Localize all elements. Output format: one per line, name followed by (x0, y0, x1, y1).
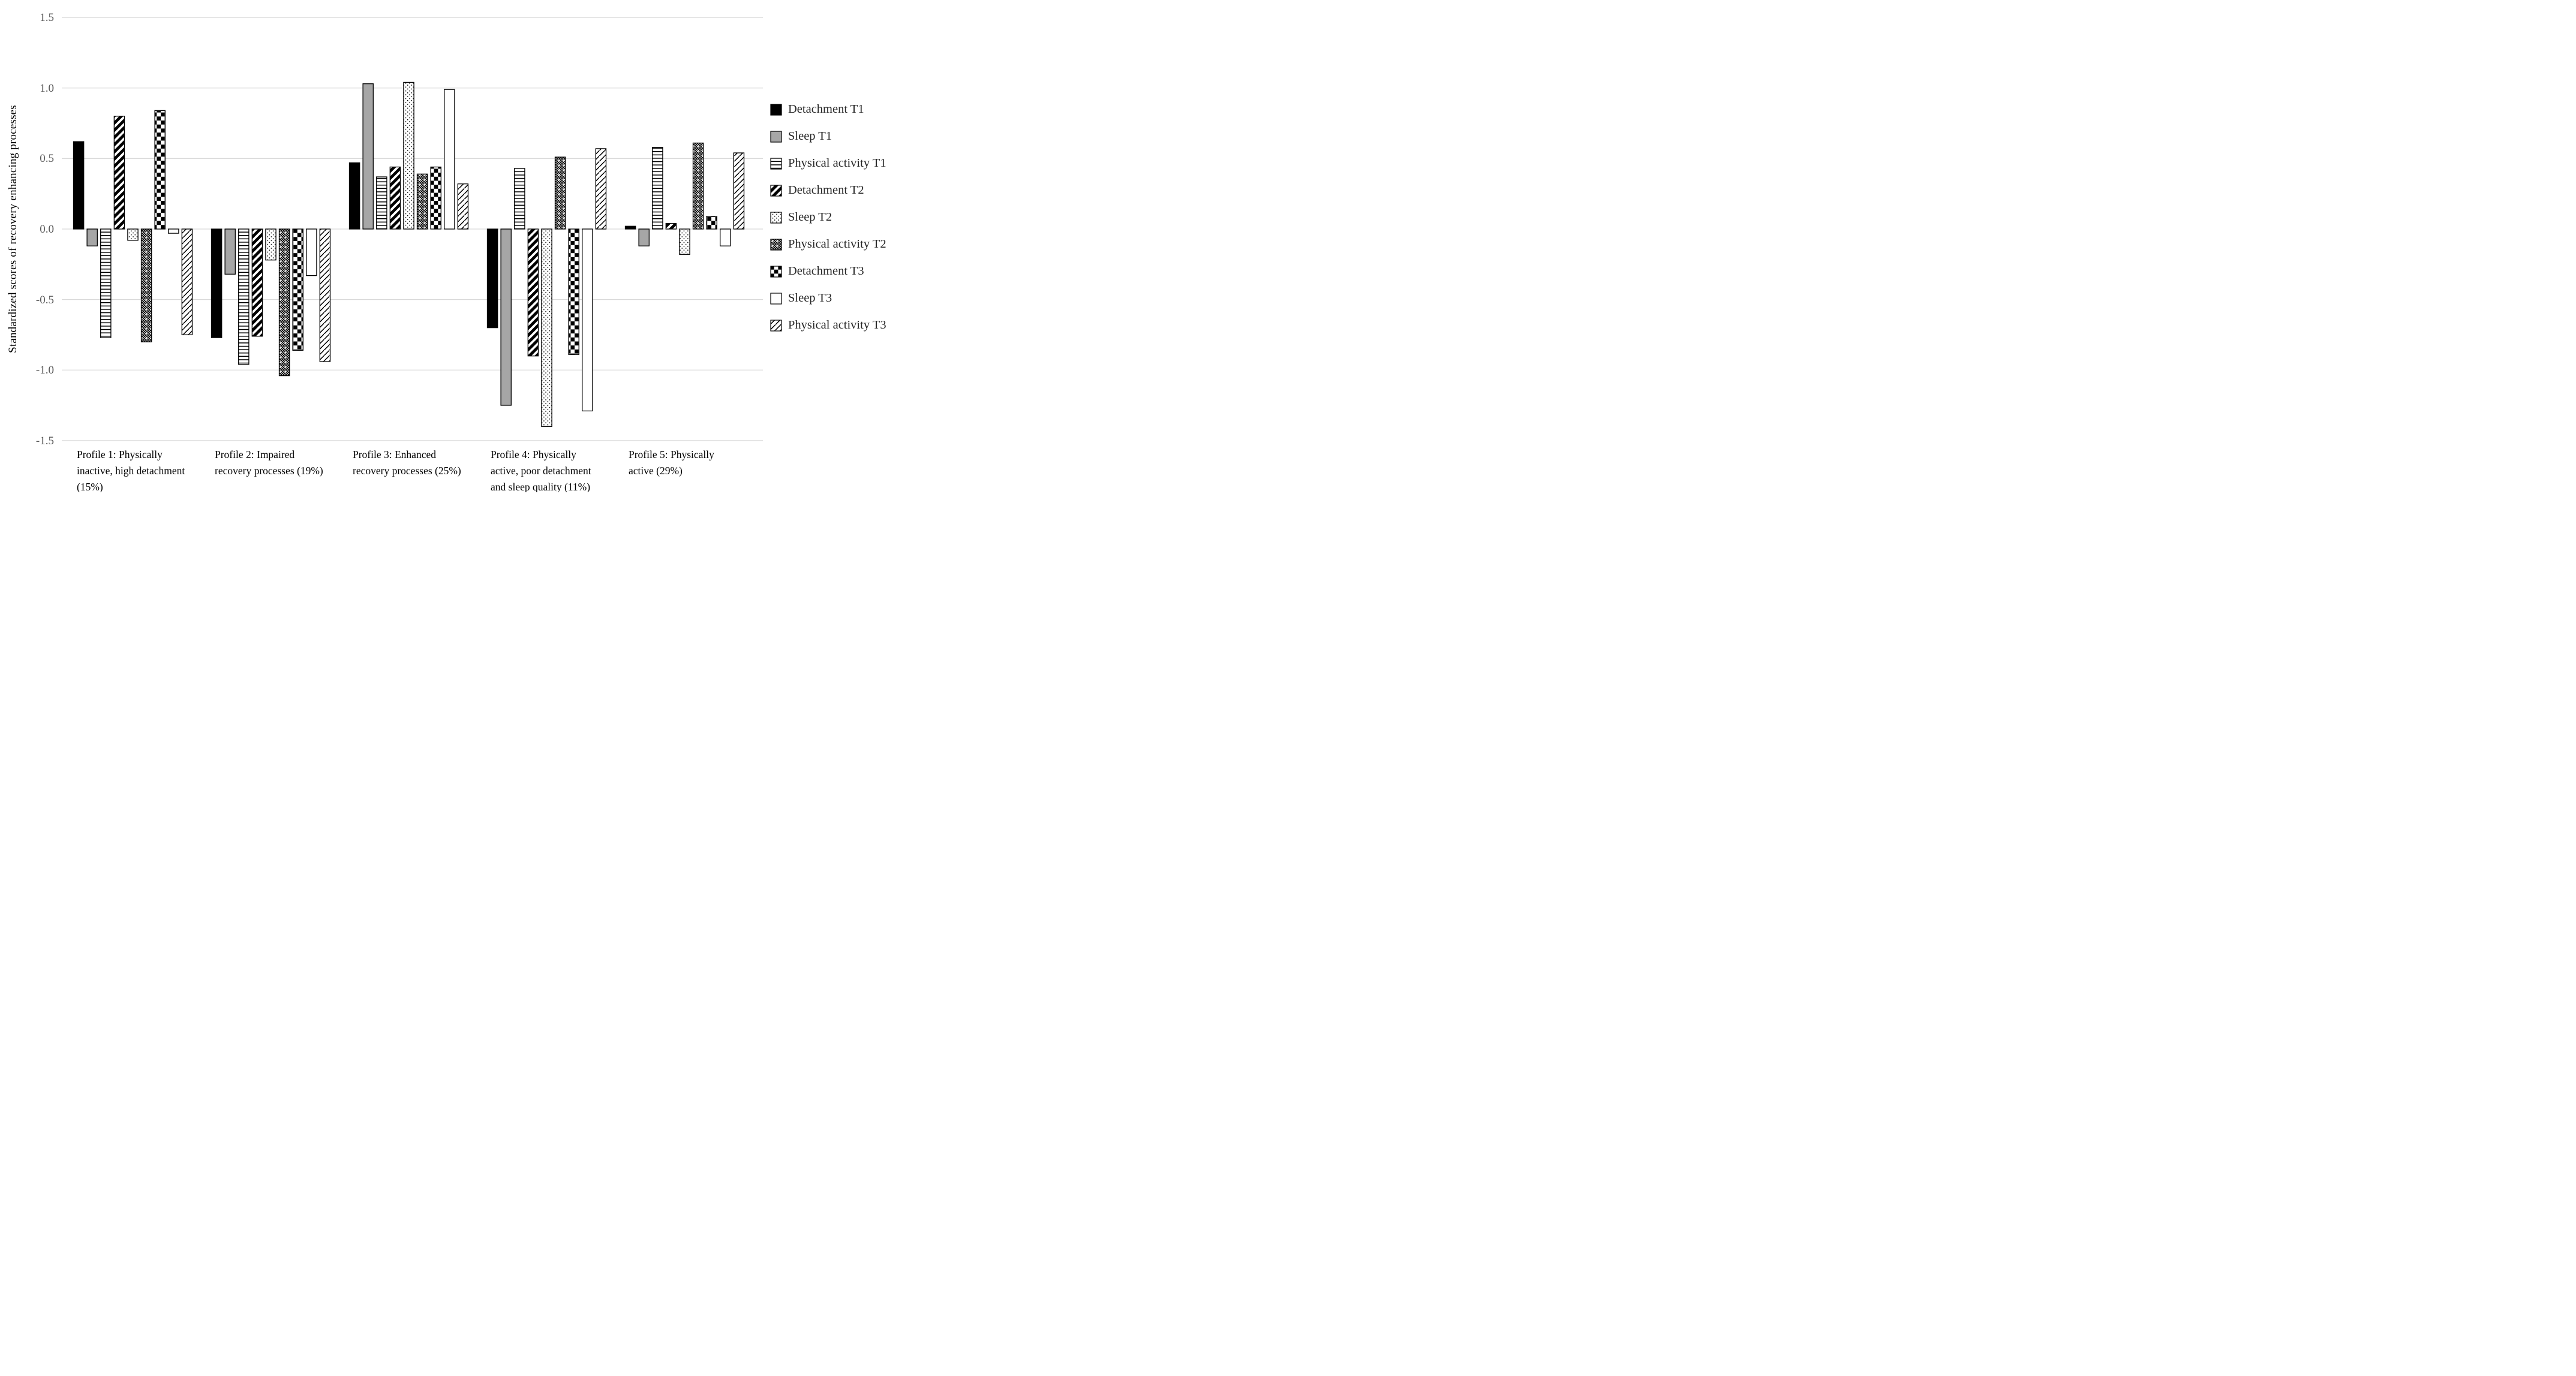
bar-profile2-physical-activity-t1 (238, 228, 250, 365)
bar-profile5-sleep-t2 (679, 228, 690, 255)
bar-profile5-detachment-t2 (665, 222, 677, 230)
legend-item-label: Physical activity T3 (788, 318, 886, 332)
bar-profile2-sleep-t1 (224, 228, 236, 275)
bar-profile4-physical-activity-t1 (514, 168, 525, 230)
bars (73, 82, 745, 427)
legend-item-label: Detachment T3 (788, 264, 864, 278)
bar-profile4-detachment-t1 (486, 228, 498, 329)
legend-item-sleep-t3: Sleep T3 (770, 285, 886, 312)
legend-item-label: Detachment T1 (788, 103, 864, 116)
bar-profile3-detachment-t1 (348, 162, 360, 230)
bar-profile2-sleep-t3 (306, 228, 317, 276)
legend-item-physical-activity-t3: Physical activity T3 (770, 312, 886, 339)
legend-item-label: Sleep T2 (788, 210, 832, 224)
legend-swatch-icon (770, 157, 782, 170)
bar-profile5-detachment-t1 (624, 225, 636, 230)
plot-area (62, 17, 763, 441)
legend-swatch-icon (770, 265, 782, 278)
x-category-label-profile-3: Profile 3: Enhanced recovery processes (… (353, 448, 461, 477)
bar-profile5-physical-activity-t3 (733, 152, 745, 230)
legend-item-physical-activity-t2: Physical activity T2 (770, 231, 886, 258)
bar-profile1-detachment-t3 (154, 110, 166, 230)
legend-swatch-icon (770, 238, 782, 251)
legend-swatch-icon (770, 130, 782, 143)
legend-swatch-icon (770, 103, 782, 116)
x-category-label-profile-1: Profile 1: Physically inactive, high det… (77, 448, 185, 492)
legend-swatch-icon (770, 211, 782, 224)
bar-profile4-physical-activity-t2 (554, 156, 566, 230)
bar-profile3-sleep-t1 (362, 83, 374, 230)
bar-profile3-detachment-t3 (430, 166, 441, 230)
bar-profile1-physical-activity-t2 (140, 228, 152, 342)
bar-profile1-sleep-t1 (86, 228, 98, 246)
bar-profile3-sleep-t3 (444, 89, 455, 230)
legend-item-detachment-t1: Detachment T1 (770, 96, 886, 123)
x-category-label-profile-4: Profile 4: Physically active, poor detac… (491, 448, 591, 492)
bar-profile3-physical-activity-t3 (457, 183, 469, 230)
bar-profile2-physical-activity-t2 (278, 228, 290, 377)
bar-profile2-detachment-t1 (211, 228, 223, 338)
bar-profile4-detachment-t2 (527, 228, 539, 357)
legend-item-detachment-t3: Detachment T3 (770, 258, 886, 285)
bar-profile2-detachment-t3 (292, 228, 303, 351)
bar-profile2-sleep-t2 (265, 228, 276, 261)
bar-profile5-physical-activity-t2 (692, 142, 704, 230)
legend-item-label: Physical activity T2 (788, 237, 886, 251)
bar-profile5-detachment-t3 (706, 216, 717, 230)
bar-profile1-sleep-t2 (127, 228, 139, 241)
y-tick-label: -1.5 (35, 434, 54, 447)
y-tick-label: 0.0 (40, 223, 54, 236)
legend-item-sleep-t2: Sleep T2 (770, 204, 886, 231)
bar-profile1-detachment-t1 (73, 141, 85, 230)
bar-profile3-sleep-t2 (403, 82, 414, 230)
bar-profile4-sleep-t2 (541, 228, 552, 427)
y-tick-label: 1.5 (40, 11, 54, 25)
x-category-label-profile-2: Profile 2: Impaired recovery processes (… (215, 448, 323, 477)
y-tick-label: 1.0 (40, 82, 54, 95)
bar-profile4-sleep-t1 (500, 228, 512, 406)
bar-profile2-detachment-t2 (251, 228, 263, 337)
bar-profile3-physical-activity-t1 (376, 176, 387, 230)
legend-item-label: Sleep T3 (788, 291, 832, 305)
bar-profile5-sleep-t3 (720, 228, 731, 246)
bar-profile4-sleep-t3 (582, 228, 593, 412)
bar-profile5-physical-activity-t1 (652, 146, 663, 230)
bar-profile2-physical-activity-t3 (319, 228, 331, 362)
legend-item-sleep-t1: Sleep T1 (770, 123, 886, 150)
legend-item-label: Sleep T1 (788, 130, 832, 143)
legend-item-detachment-t2: Detachment T2 (770, 177, 886, 204)
y-tick-label: -0.5 (35, 293, 54, 306)
chart-legend: Detachment T1 Sleep T1 Physical activity T… (770, 96, 886, 339)
bar-profile4-physical-activity-t3 (595, 148, 607, 230)
bar-profile4-detachment-t3 (568, 228, 579, 355)
bar-profile1-sleep-t3 (168, 228, 179, 234)
y-tick-label: -1.0 (35, 364, 54, 377)
bar-profile1-detachment-t2 (113, 116, 125, 230)
bar-profile3-detachment-t2 (389, 166, 401, 230)
legend-swatch-icon (770, 184, 782, 197)
legend-item-label: Physical activity T1 (788, 156, 886, 170)
legend-swatch-icon (770, 319, 782, 332)
y-tick-label: 0.5 (40, 152, 54, 165)
legend-swatch-icon (770, 292, 782, 305)
bar-profile3-physical-activity-t2 (416, 173, 428, 230)
legend-item-physical-activity-t1: Physical activity T1 (770, 150, 886, 177)
bar-chart: Standardized scores of recovery enhancin… (0, 0, 921, 492)
bar-profile5-sleep-t1 (638, 228, 650, 246)
legend-item-label: Detachment T2 (788, 183, 864, 197)
bar-profile1-physical-activity-t1 (100, 228, 112, 338)
x-category-label-profile-5: Profile 5: Physically active (29%) (629, 448, 714, 477)
bar-profile1-physical-activity-t3 (181, 228, 193, 336)
